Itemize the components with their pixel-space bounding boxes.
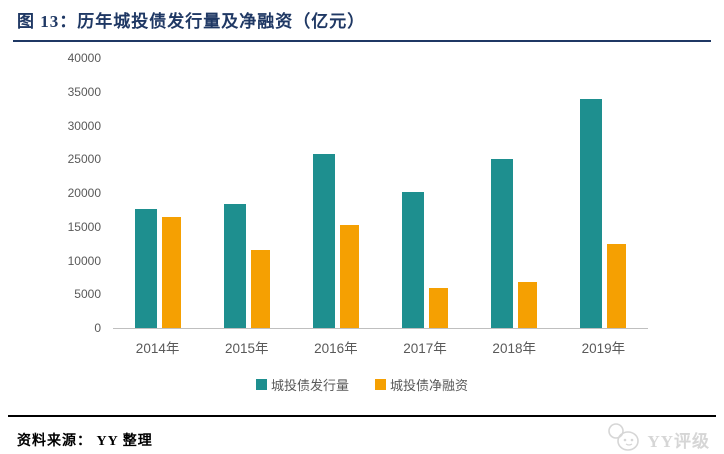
legend-swatch-issuance [255,379,267,390]
bar-issuance-2015 [223,203,246,328]
bar-net-financing-2015 [250,250,270,328]
legend-swatch-net-financing [375,379,386,390]
y-tick-15000: 15000 [67,219,101,234]
y-tick-25000: 25000 [67,152,101,167]
source-label: 资料来源： YY 整理 [17,433,153,449]
y-tick-5000: 5000 [74,287,101,302]
x-axis-label-2016: 2016年 [314,341,358,356]
bar-group-2017: 2017年 [402,58,449,356]
figure-title: 图 13：历年城投债发行量及净融资（亿元） [17,12,366,31]
bars-2015 [223,58,270,328]
watermark-text: YY评级 [647,432,710,451]
legend-label-net-financing: 城投债净融资 [390,378,469,393]
bar-group-2016: 2016年 [312,58,359,356]
y-tick-10000: 10000 [67,253,101,268]
footer-divider [8,415,716,417]
plot-area: 2014年 2015年 2016年 2017年 2018年 2019年 [113,58,648,356]
x-axis-label-2019: 2019年 [581,341,626,356]
legend-label-issuance: 城投债发行量 [270,378,349,393]
bar-net-financing-2019 [607,244,627,328]
bar-issuance-2017 [402,192,425,328]
x-axis-label-2015: 2015年 [224,341,269,356]
bars-2018 [491,58,538,328]
bar-net-financing-2014 [161,217,181,328]
bar-net-financing-2018 [518,282,538,328]
legend-item-net-financing: 城投债净融资 [375,375,468,394]
x-axis-label-2018: 2018年 [492,341,536,356]
bar-group-2015: 2015年 [223,58,270,356]
y-tick-20000: 20000 [67,186,101,200]
bars-2019 [580,58,627,328]
y-axis: 0 5000 10000 15000 20000 25000 30000 35000 40000 [0,51,113,335]
footer: 资料来源： YY 整理 YY评级 [17,422,710,454]
bar-net-financing-2016 [339,225,359,328]
title-underline [13,40,711,42]
bar-issuance-2018 [491,159,514,328]
x-axis-label-2014: 2014年 [135,341,180,356]
bars-2016 [312,58,359,328]
x-axis-label-2017: 2017年 [403,341,447,356]
bar-chart: 0 5000 10000 15000 20000 25000 30000 35000 40000… [0,51,724,356]
legend-item-issuance: 城投债发行量 [255,375,349,394]
watermark: YY评级 [607,422,710,454]
bar-group-2019: 2019年 [580,58,627,356]
yy-mascot-icon [607,422,643,454]
bars-2014 [134,58,181,328]
bar-group-2014: 2014年 [134,58,181,356]
bar-net-financing-2017 [429,287,449,328]
bar-group-2018: 2018年 [491,58,538,356]
y-tick-0: 0 [94,321,101,335]
y-tick-35000: 35000 [67,84,101,99]
bar-issuance-2019 [580,98,603,328]
y-tick-30000: 30000 [67,118,101,133]
bar-issuance-2016 [312,153,335,328]
y-tick-40000: 40000 [67,51,101,65]
legend: 城投债发行量 城投债净融资 [0,375,724,394]
bars-2017 [402,58,449,328]
bar-issuance-2014 [134,208,157,328]
